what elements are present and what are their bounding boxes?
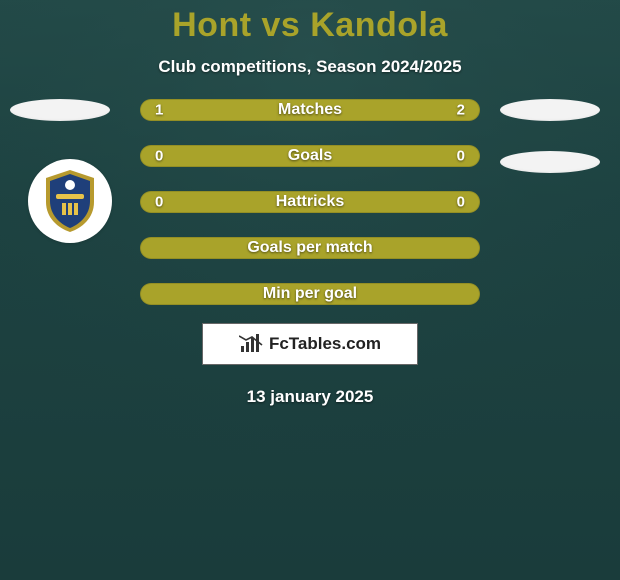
bar-label: Goals <box>141 147 479 165</box>
bar-label: Goals per match <box>141 239 479 257</box>
brand-box: FcTables.com <box>202 323 418 365</box>
bar-row: 00Goals <box>140 145 480 167</box>
team-right-oval-1 <box>500 99 600 121</box>
team-right-oval-2 <box>500 151 600 173</box>
bar-label: Matches <box>141 101 479 119</box>
page-title: Hont vs Kandola <box>0 6 620 45</box>
bar-row: 00Hattricks <box>140 191 480 213</box>
team-left-oval <box>10 99 110 121</box>
comparison-stage: 12Matches 00Goals 00Hattricks Goals per mat… <box>0 99 620 305</box>
brand-text: FcTables.com <box>269 334 381 354</box>
bar-label: Min per goal <box>141 285 479 303</box>
bar-row: Goals per match <box>140 237 480 259</box>
bar-row: Min per goal <box>140 283 480 305</box>
bar-label: Hattricks <box>141 193 479 211</box>
bars-container: 12Matches 00Goals 00Hattricks Goals per mat… <box>140 99 480 305</box>
subtitle: Club competitions, Season 2024/2025 <box>0 57 620 77</box>
date-text: 13 january 2025 <box>0 387 620 407</box>
team-left-crest <box>28 159 112 243</box>
bar-chart-icon <box>239 334 263 354</box>
shield-icon <box>40 168 100 234</box>
bar-row: 12Matches <box>140 99 480 121</box>
